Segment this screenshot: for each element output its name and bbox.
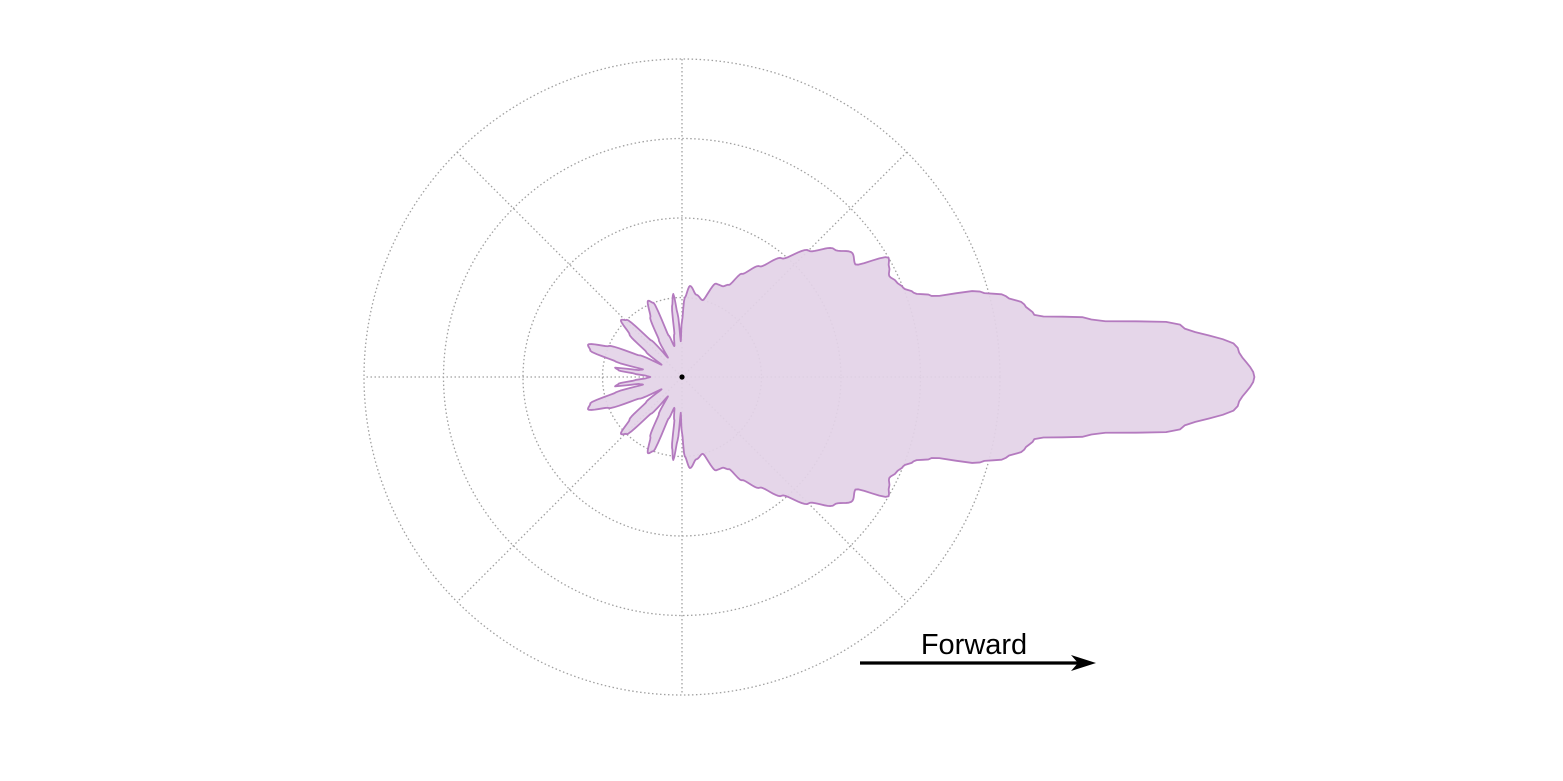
center-point — [679, 374, 685, 380]
forward-indicator: Forward — [860, 629, 1096, 671]
radiation-pattern — [587, 247, 1256, 507]
forward-arrow-head — [1071, 655, 1096, 671]
forward-label: Forward — [921, 629, 1027, 661]
